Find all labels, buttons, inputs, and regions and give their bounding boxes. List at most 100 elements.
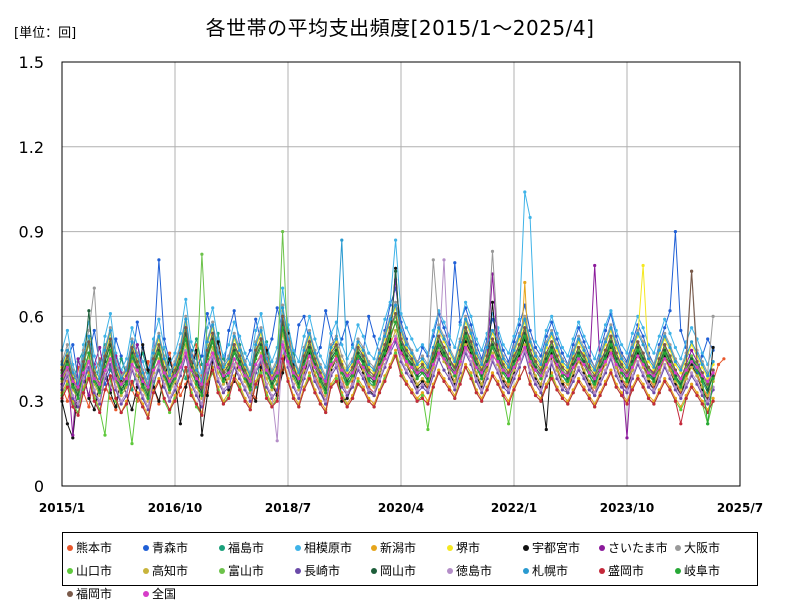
data-point	[307, 371, 312, 375]
data-point	[340, 371, 344, 375]
data-point	[582, 362, 586, 367]
data-point	[130, 379, 134, 383]
data-point	[313, 351, 317, 355]
data-point	[474, 377, 478, 381]
data-point	[453, 365, 457, 369]
data-point	[496, 357, 500, 361]
data-point	[533, 360, 538, 364]
data-point	[334, 337, 338, 341]
data-point	[189, 360, 193, 364]
data-point	[329, 362, 333, 367]
data-point	[668, 374, 672, 378]
data-point	[533, 340, 538, 344]
legend-item: 岐阜市	[675, 562, 747, 579]
data-point	[227, 328, 231, 333]
data-point	[81, 348, 86, 352]
data-point	[652, 391, 656, 395]
data-point	[657, 365, 661, 369]
data-point	[420, 396, 425, 400]
data-point	[420, 357, 425, 361]
data-point	[690, 354, 694, 358]
data-point	[178, 365, 182, 369]
data-point	[248, 348, 252, 352]
data-point	[178, 393, 182, 398]
data-point	[501, 362, 505, 367]
data-point	[652, 351, 656, 355]
legend-swatch	[295, 567, 301, 574]
data-point	[243, 374, 247, 378]
data-point	[528, 382, 532, 386]
data-point	[372, 393, 376, 398]
data-point	[641, 362, 645, 367]
data-point	[533, 379, 538, 383]
data-point	[334, 343, 338, 347]
data-point	[119, 402, 123, 406]
data-point	[614, 328, 618, 333]
data-point	[340, 354, 344, 358]
data-point	[609, 343, 613, 347]
data-point	[496, 340, 500, 344]
data-point	[684, 368, 688, 372]
data-point	[383, 343, 387, 347]
data-point	[173, 374, 177, 378]
data-point	[625, 402, 629, 406]
data-point	[528, 328, 532, 333]
data-point	[232, 357, 236, 361]
data-point	[630, 388, 635, 392]
data-point	[587, 374, 591, 378]
data-point	[464, 300, 468, 304]
data-point	[566, 374, 570, 378]
data-point	[426, 382, 430, 386]
data-point	[184, 365, 188, 369]
data-point	[501, 348, 505, 352]
legend-label: 宇都宮市	[532, 541, 581, 555]
data-point	[663, 357, 667, 361]
data-point	[173, 377, 177, 381]
data-point	[200, 385, 204, 389]
data-point	[512, 334, 516, 338]
data-point	[571, 365, 575, 369]
data-point	[426, 374, 430, 378]
data-point	[87, 377, 91, 381]
data-point	[539, 399, 543, 403]
data-point	[679, 371, 683, 375]
legend-swatch	[67, 567, 73, 574]
data-point	[351, 374, 355, 378]
data-point	[394, 337, 398, 341]
data-point	[205, 382, 209, 386]
data-point	[243, 399, 247, 403]
data-point	[98, 402, 102, 406]
data-point	[464, 334, 468, 338]
data-point	[205, 312, 209, 316]
data-point	[281, 357, 285, 361]
data-point	[108, 312, 112, 316]
data-point	[690, 385, 694, 389]
data-point	[679, 422, 683, 426]
data-point	[711, 377, 715, 381]
data-point	[351, 371, 355, 375]
data-point	[264, 343, 269, 347]
data-point	[65, 348, 69, 352]
data-point	[571, 371, 575, 375]
data-point	[587, 360, 591, 364]
data-point	[340, 396, 344, 400]
data-point	[442, 368, 446, 372]
y-tick-label: 0.9	[19, 223, 44, 242]
data-point	[281, 340, 285, 344]
data-point	[76, 396, 80, 400]
data-point	[297, 360, 301, 364]
data-point	[162, 396, 166, 400]
data-point	[512, 365, 516, 369]
data-point	[232, 309, 236, 313]
data-point	[485, 345, 489, 350]
data-point	[178, 371, 182, 375]
data-point	[259, 354, 263, 358]
data-point	[340, 343, 344, 347]
data-point	[523, 343, 527, 347]
data-point	[593, 377, 597, 381]
data-point	[383, 362, 387, 367]
data-point	[603, 348, 608, 352]
data-point	[539, 388, 543, 392]
data-point	[442, 326, 446, 330]
data-point	[474, 365, 478, 369]
